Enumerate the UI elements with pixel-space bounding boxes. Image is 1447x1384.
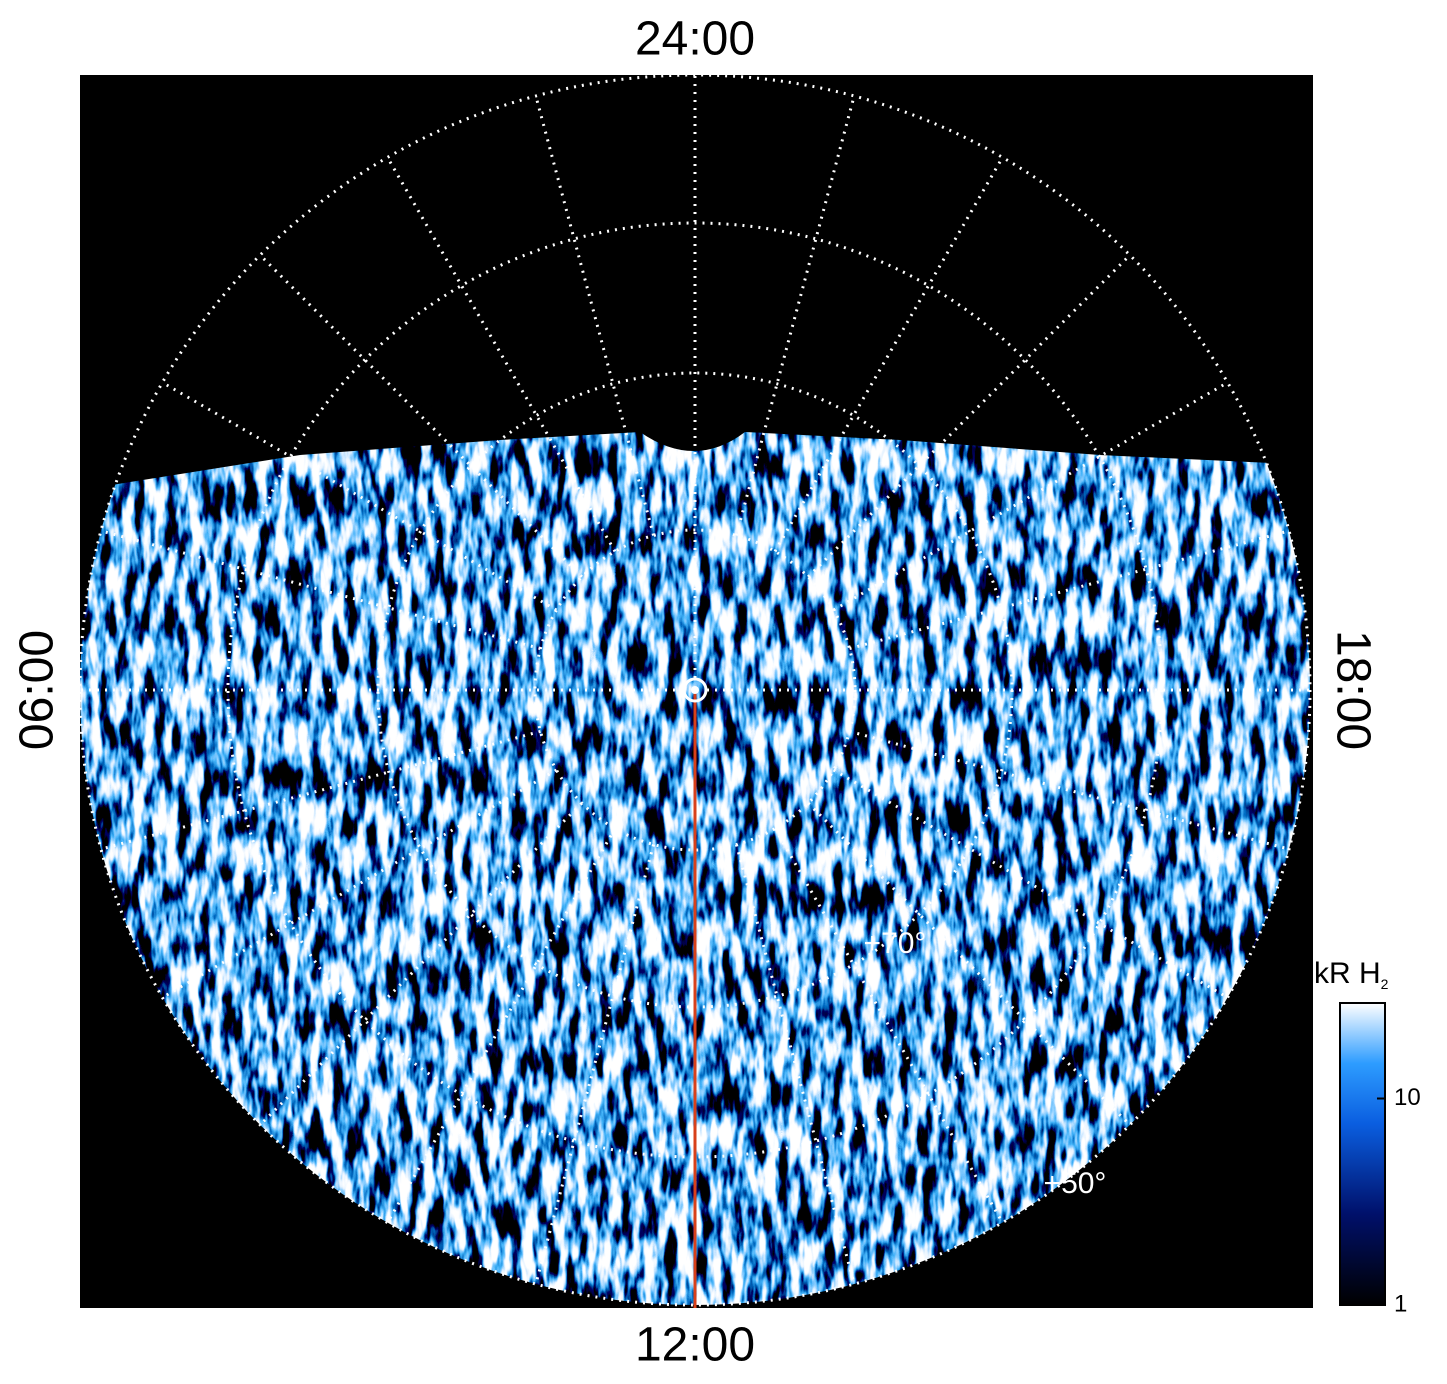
right-label: 18:00 <box>1326 630 1379 750</box>
colorbar-tick-label: 1 <box>1394 1290 1407 1317</box>
left-label: 06:00 <box>11 630 64 750</box>
colorbar <box>1339 1002 1386 1306</box>
colorbar-title-text: kR H <box>1314 957 1381 990</box>
colorbar-tick-label: 10 <box>1394 1084 1421 1111</box>
colorbar-axis: 1 10 <box>1377 1084 1421 1317</box>
latitude-label: +50° <box>1044 1167 1107 1200</box>
latitude-circle <box>226 221 1164 1159</box>
latitude-circle <box>78 73 1312 1307</box>
colorbar-title: kR H2 <box>1314 957 1389 992</box>
colorbar-title-subscript: 2 <box>1381 976 1389 992</box>
latitude-label: +70° <box>864 927 927 960</box>
latitude-circle <box>533 528 857 852</box>
pole-dot <box>691 686 699 694</box>
pole-marker <box>682 677 708 703</box>
top-label: 24:00 <box>635 13 755 66</box>
bottom-label: 12:00 <box>635 1319 755 1372</box>
